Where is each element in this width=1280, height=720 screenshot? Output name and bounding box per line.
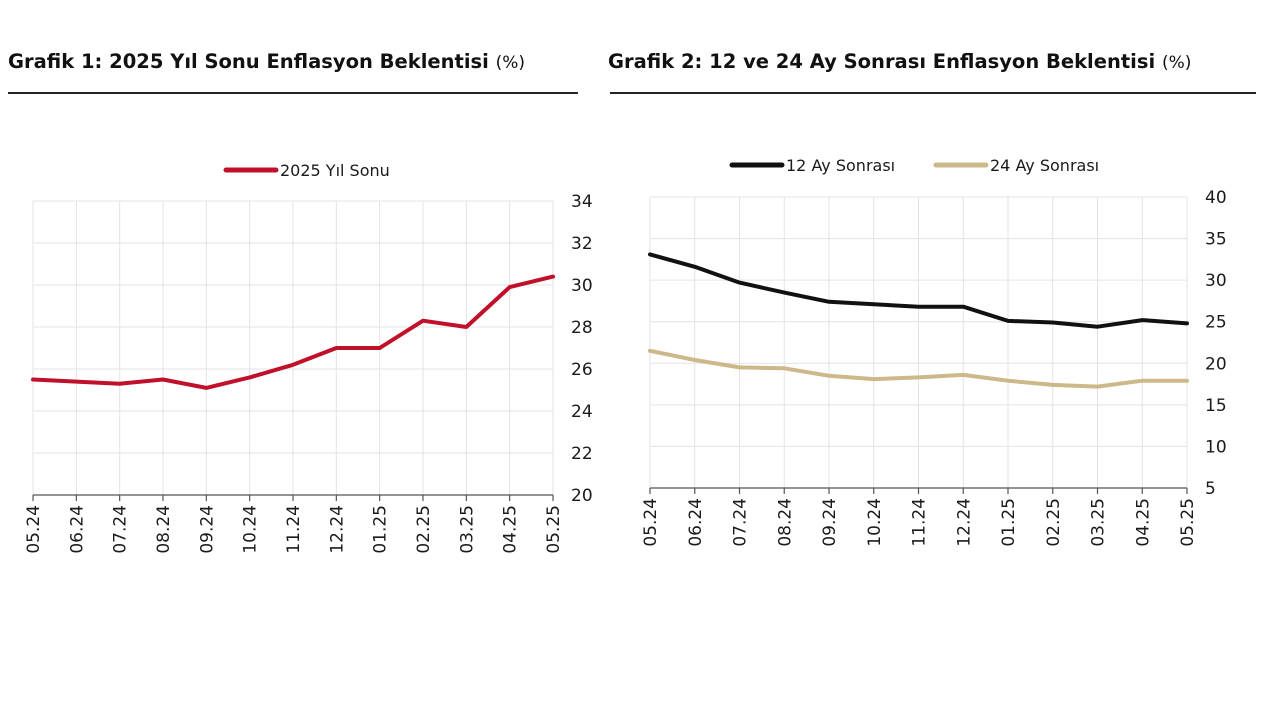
x-tick-label: 01.25 bbox=[371, 505, 391, 554]
y-tick-label: 24 bbox=[571, 402, 593, 422]
x-tick-label: 10.24 bbox=[241, 505, 261, 554]
y-tick-label: 30 bbox=[571, 276, 593, 296]
x-tick-label: 03.25 bbox=[457, 505, 477, 554]
series-line bbox=[31, 274, 555, 390]
y-tick-label: 25 bbox=[1205, 313, 1227, 333]
x-tick-label: 07.24 bbox=[111, 505, 131, 554]
x-tick-label: 05.25 bbox=[544, 505, 564, 554]
x-tick-label: 05.25 bbox=[1178, 498, 1198, 547]
y-tick-label: 30 bbox=[1205, 271, 1227, 291]
title-rule bbox=[8, 92, 578, 94]
y-tick-label: 20 bbox=[571, 486, 593, 506]
x-tick-label: 02.25 bbox=[414, 505, 434, 554]
chart-title: Grafik 1: 2025 Yıl Sonu Enflasyon Beklen… bbox=[8, 50, 525, 73]
legend-label: 24 Ay Sonrası bbox=[990, 156, 1099, 175]
legend-label: 12 Ay Sonrası bbox=[786, 156, 895, 175]
y-tick-label: 10 bbox=[1205, 437, 1227, 457]
x-tick-label: 10.24 bbox=[865, 498, 885, 547]
legend: 12 Ay Sonrası 24 Ay Sonrası bbox=[729, 156, 1099, 175]
y-tick-label: 34 bbox=[571, 192, 593, 212]
y-tick-label: 26 bbox=[571, 360, 593, 380]
x-tick-label: 03.25 bbox=[1089, 498, 1109, 547]
chart-title-text: Grafik 2: 12 ve 24 Ay Sonrası Enflasyon … bbox=[608, 50, 1156, 73]
x-tick-label: 02.25 bbox=[1044, 498, 1064, 547]
x-tick-label: 05.24 bbox=[641, 498, 661, 547]
x-tick-label: 12.24 bbox=[954, 498, 974, 547]
x-tick-label: 04.25 bbox=[1133, 498, 1153, 547]
gridlines bbox=[32, 200, 554, 495]
legend-label: 2025 Yıl Sonu bbox=[280, 161, 390, 180]
y-tick-label: 22 bbox=[571, 444, 593, 464]
chart-1-plot: 05.24 06.24 07.24 08.24 09.24 10.24 11.24 12.24… bbox=[24, 161, 593, 554]
y-tick-label: 5 bbox=[1205, 479, 1216, 499]
y-tick-label: 20 bbox=[1205, 354, 1227, 374]
y-tick-label: 15 bbox=[1205, 396, 1227, 416]
x-tick-label: 11.24 bbox=[910, 498, 930, 547]
x-tick-label: 06.24 bbox=[686, 498, 706, 547]
series-line bbox=[648, 348, 1189, 389]
x-tick-label: 07.24 bbox=[731, 498, 751, 547]
x-tick-label: 08.24 bbox=[775, 498, 795, 547]
y-tick-label: 28 bbox=[571, 318, 593, 338]
chart-2-plot: 05.24 06.24 07.24 08.24 09.24 10.24 11.24 12.24… bbox=[641, 156, 1227, 547]
chart-title-unit: (%) bbox=[495, 53, 526, 73]
x-tick-label: 06.24 bbox=[67, 505, 87, 554]
series-line bbox=[648, 252, 1189, 329]
x-tick-label: 11.24 bbox=[284, 505, 304, 554]
y-tick-label: 40 bbox=[1205, 188, 1227, 208]
x-tick-label: 08.24 bbox=[154, 505, 174, 554]
x-tick-label: 12.24 bbox=[327, 505, 347, 554]
x-tick-label: 09.24 bbox=[820, 498, 840, 547]
gridlines bbox=[649, 196, 1188, 488]
chart-panel-1: Grafik 1: 2025 Yıl Sonu Enflasyon Beklen… bbox=[0, 0, 600, 720]
chart-title-unit: (%) bbox=[1161, 53, 1192, 73]
chart-title: Grafik 2: 12 ve 24 Ay Sonrası Enflasyon … bbox=[608, 50, 1191, 73]
x-tick-label: 04.25 bbox=[501, 505, 521, 554]
legend: 2025 Yıl Sonu bbox=[223, 161, 390, 180]
x-tick-label: 01.25 bbox=[999, 498, 1019, 547]
chart-panel-2: Grafik 2: 12 ve 24 Ay Sonrası Enflasyon … bbox=[600, 0, 1280, 720]
x-tick-label: 05.24 bbox=[24, 505, 44, 554]
title-rule bbox=[610, 92, 1256, 94]
x-tick-label: 09.24 bbox=[197, 505, 217, 554]
chart-title-text: Grafik 1: 2025 Yıl Sonu Enflasyon Beklen… bbox=[8, 50, 489, 73]
y-tick-label: 32 bbox=[571, 234, 593, 254]
y-tick-label: 35 bbox=[1205, 230, 1227, 250]
